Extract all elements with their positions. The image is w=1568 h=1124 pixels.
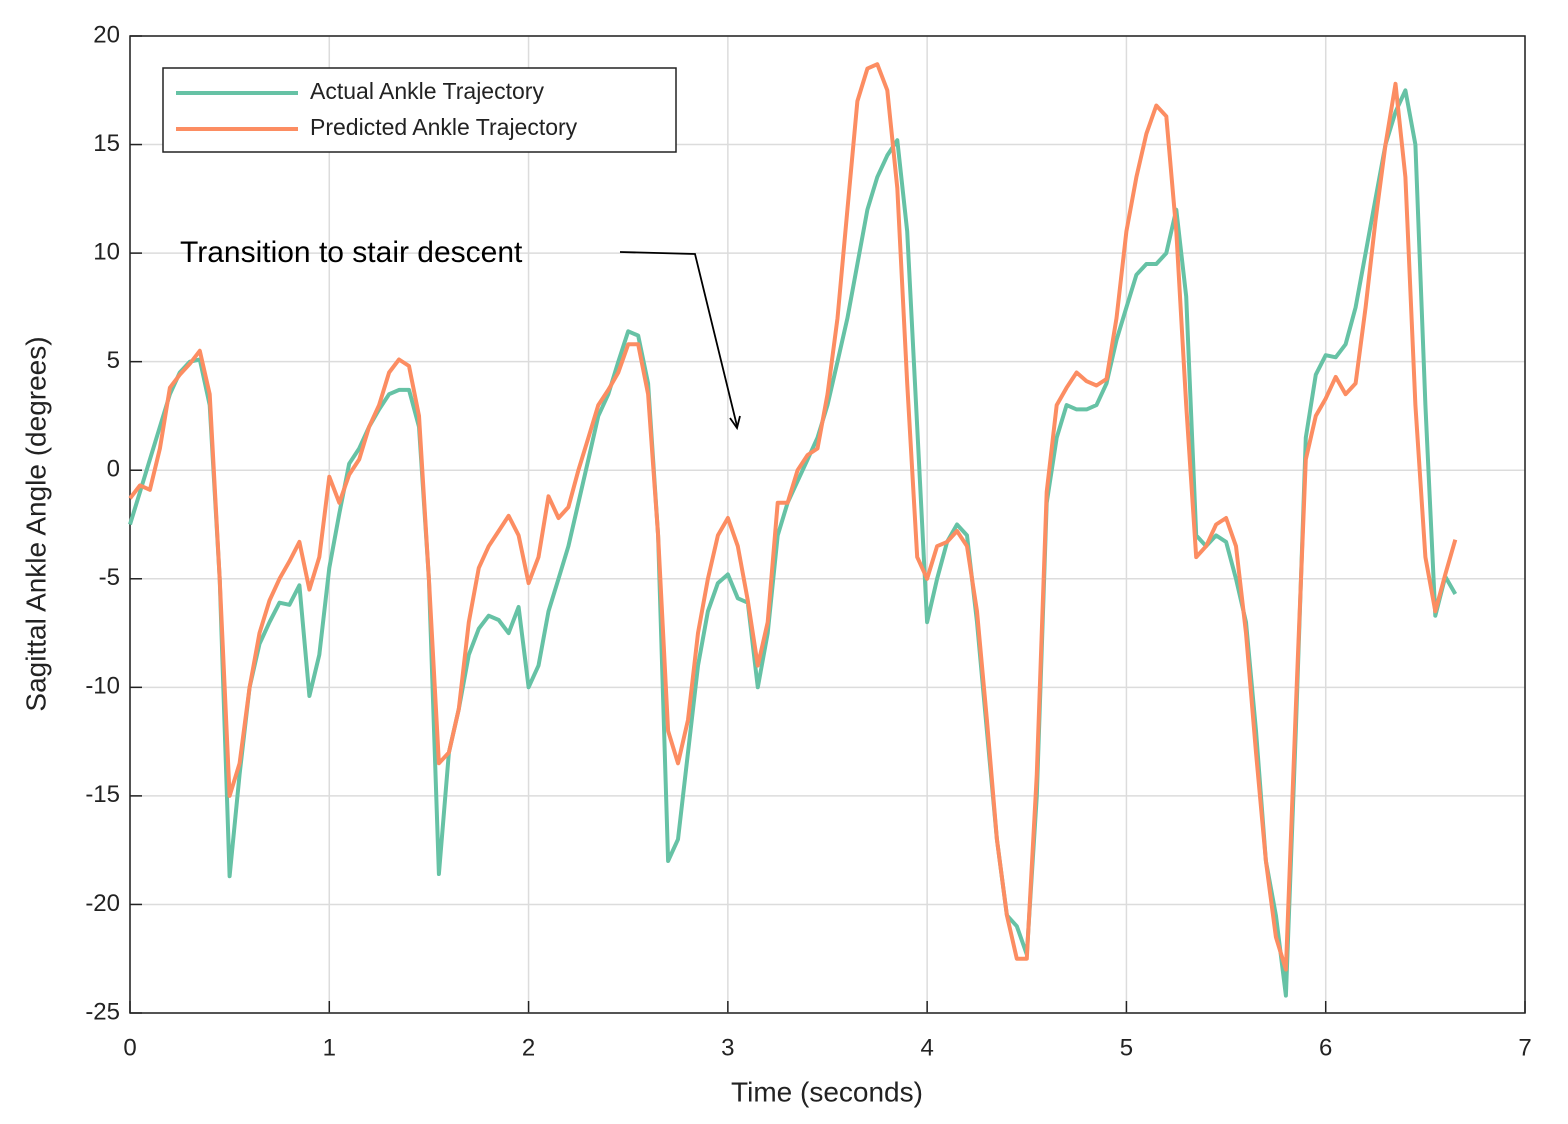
legend-label: Actual Ankle Trajectory	[310, 78, 544, 104]
y-tick-label: 15	[93, 130, 120, 157]
y-tick-label: -25	[85, 998, 120, 1025]
y-tick-label: 10	[93, 238, 120, 265]
annotation: Transition to stair descent	[180, 236, 523, 269]
legend-label: Predicted Ankle Trajectory	[310, 114, 578, 140]
x-tick-label: 7	[1518, 1034, 1531, 1061]
x-tick-label: 6	[1319, 1034, 1332, 1061]
legend-box	[162, 67, 677, 153]
y-tick-label: -15	[85, 781, 120, 808]
x-tick-label: 1	[323, 1034, 336, 1061]
y-tick-label: 20	[93, 21, 120, 48]
annotation-arrow	[619, 251, 738, 427]
y-tick-label: 0	[107, 456, 120, 483]
y-tick-label: -10	[85, 673, 120, 700]
x-tick-label: 3	[721, 1034, 734, 1061]
y-tick-label: -20	[85, 890, 120, 917]
y-tick-label: 5	[107, 347, 120, 374]
x-tick-label: 5	[1120, 1034, 1133, 1061]
arrow-head	[729, 415, 741, 431]
y-tick-label: -5	[99, 564, 120, 591]
data-line	[128, 62, 1458, 972]
x-tick-label: 2	[522, 1034, 535, 1061]
x-tick-label: 4	[920, 1034, 933, 1061]
x-tick-label: 0	[123, 1034, 136, 1061]
y-axis-label: Sagittal Ankle Angle (degrees)	[20, 336, 51, 711]
x-axis-label: Time (seconds)	[731, 1076, 923, 1107]
